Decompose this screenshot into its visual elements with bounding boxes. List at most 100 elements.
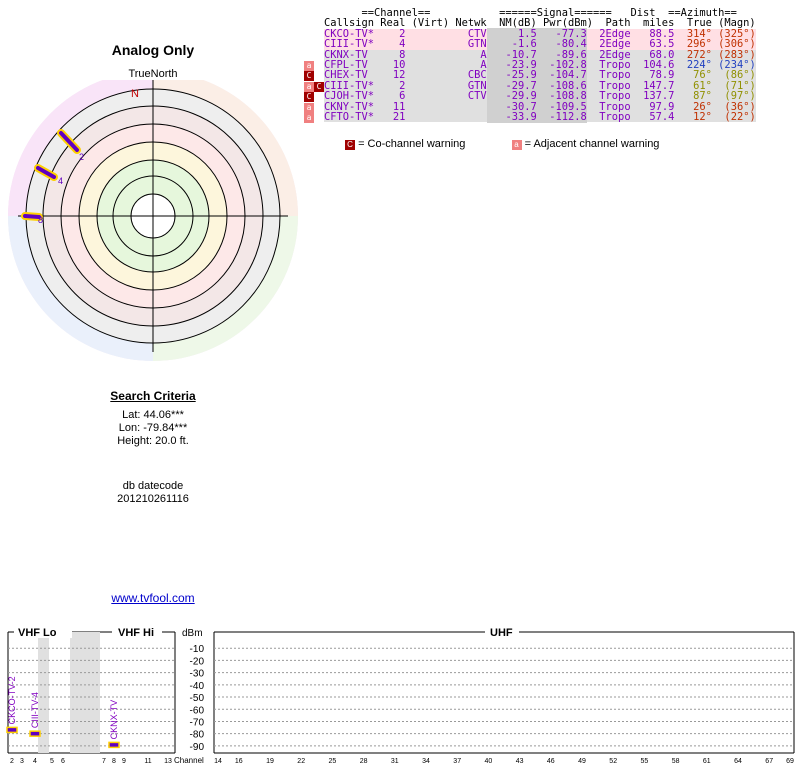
cell-callsign: CJOH-TV* — [324, 90, 381, 103]
cell-magnetic-azimuth: (86°) — [711, 69, 756, 82]
signal-bar[interactable] — [29, 730, 41, 737]
criteria-lat: Lat: 44.06*** — [122, 409, 184, 421]
cell-path: Tropo — [586, 100, 631, 113]
adjacent-channel-warning-icon: a — [304, 102, 314, 113]
cell-magnetic-azimuth: (283°) — [711, 48, 756, 61]
cell-magnetic-azimuth: (325°) — [711, 27, 756, 40]
co-channel-icon: C — [345, 140, 355, 150]
cell-pwr: -77.3 — [536, 27, 587, 40]
x-tick-label: 37 — [453, 758, 461, 765]
x-tick-label: 3 — [20, 758, 24, 765]
table-row[interactable]: CKNX-TV 8 A -10.7 -89.6 2Edge 68.0 272° … — [324, 48, 756, 61]
tvfool-link[interactable]: www.tvfool.com — [111, 591, 195, 605]
cell-nm: 1.5 — [486, 27, 537, 40]
cell-true-azimuth: 272° — [674, 48, 712, 61]
y-tick-label: -10 — [190, 644, 205, 655]
cell-callsign: CIII-TV* — [324, 79, 381, 92]
signal-bar-label: CKCO-TV-2 — [7, 676, 17, 724]
cell-pwr: -112.8 — [536, 110, 587, 123]
x-tick-label: 16 — [235, 758, 243, 765]
signal-bar[interactable] — [6, 726, 18, 734]
y-tick-label: -70 — [190, 717, 205, 728]
cell-real: 21 — [380, 110, 406, 123]
cell-magnetic-azimuth: (97°) — [711, 90, 756, 103]
cell-magnetic-azimuth: (36°) — [711, 100, 756, 113]
cell-virt — [405, 111, 449, 123]
north-label: N — [131, 88, 139, 100]
cell-real: 4 — [380, 38, 406, 51]
table-row[interactable]: a CFPL-TV 10 A -23.9 -102.8 Tropo 104.6 2… — [304, 58, 756, 71]
station-marker-8[interactable] — [23, 214, 41, 219]
x-tick-label: 6 — [61, 758, 65, 765]
cell-real: 10 — [380, 58, 406, 71]
criteria-lon: Lon: -79.84*** — [118, 422, 188, 434]
cell-pwr: -80.4 — [536, 38, 587, 51]
table-header-line1: ==Channel== ======Signal====== Dist ==Az… — [324, 7, 737, 19]
adjacent-channel-text: = Adjacent channel warning — [524, 138, 660, 150]
table-row[interactable]: a CKNY-TV* 11 -30.7 -109.5 Tropo 97.9 26°… — [304, 100, 756, 113]
warning-icons: C — [304, 70, 314, 82]
cell-path: Tropo — [586, 58, 631, 71]
cell-dist: 147.7 — [630, 79, 675, 92]
gridlines — [8, 647, 794, 747]
marker-label: 2 — [79, 152, 84, 162]
cell-netwk: A — [449, 48, 487, 61]
y-tick-label: -20 — [190, 656, 205, 667]
true-north-label: TrueNorth — [128, 68, 178, 80]
cell-callsign: CKNY-TV* — [324, 100, 381, 113]
cell-true-azimuth: 26° — [674, 100, 712, 113]
cell-netwk: GTN — [449, 38, 487, 51]
page-title: Analog Only — [111, 42, 195, 58]
cell-callsign: CIII-TV* — [324, 38, 381, 51]
cell-nm: -10.7 — [486, 48, 537, 61]
co-channel-warning-icon: C — [304, 71, 314, 82]
cell-dist: 68.0 — [630, 48, 675, 61]
table-row[interactable]: C CJOH-TV* 6 CTV -29.9 -108.8 Tropo 137.7… — [304, 90, 756, 103]
cell-real: 2 — [380, 79, 406, 92]
station-marker-2[interactable] — [59, 131, 79, 152]
cell-nm: -1.6 — [486, 38, 537, 51]
table-row[interactable]: a C CIII-TV* 2 GTN -29.7 -108.6 Tropo 147.… — [304, 79, 756, 92]
signal-bar[interactable] — [108, 741, 120, 749]
table-row[interactable]: a CFTO-TV* 21 -33.9 -112.8 Tropo 57.4 12°… — [304, 110, 756, 123]
cell-real: 12 — [380, 69, 406, 82]
cell-real: 6 — [380, 90, 406, 103]
uhf-label: UHF — [490, 627, 513, 639]
cell-nm: -30.7 — [486, 100, 537, 113]
cell-dist: 63.5 — [630, 38, 675, 51]
cell-netwk: CBC — [449, 69, 487, 82]
cell-path: Tropo — [586, 110, 631, 123]
cell-path: 2Edge — [586, 27, 631, 40]
cell-dist: 137.7 — [630, 90, 675, 103]
table-row[interactable]: CIII-TV* 4 GTN -1.6 -80.4 2Edge 63.5 296… — [324, 38, 756, 51]
cell-pwr: -102.8 — [536, 58, 587, 71]
cell-dist: 57.4 — [630, 110, 675, 123]
marker-label: 8 — [38, 215, 43, 225]
station-marker-4[interactable] — [36, 166, 56, 179]
y-tick-label: -40 — [190, 681, 205, 692]
co-channel-warning-icon: C — [304, 92, 314, 103]
cell-true-azimuth: 224° — [674, 58, 712, 71]
table-row[interactable]: C CHEX-TV 12 CBC -25.9 -104.7 Tropo 78.9 … — [304, 69, 756, 82]
radar-rings — [8, 80, 298, 361]
x-tick-label: 61 — [703, 758, 711, 765]
criteria-height: Height: 20.0 ft. — [117, 435, 189, 447]
station-markers: 2 4 8 — [21, 129, 84, 225]
x-tick-label: 40 — [485, 758, 493, 765]
cell-dist: 104.6 — [630, 58, 675, 71]
cell-magnetic-azimuth: (234°) — [711, 58, 756, 71]
x-tick-label: 69 — [786, 758, 794, 765]
x-tick-label: 31 — [391, 758, 399, 765]
x-tick-label: 19 — [266, 758, 274, 765]
x-tick-label: 43 — [516, 758, 524, 765]
x-tick-label: 5 — [50, 758, 54, 765]
cell-magnetic-azimuth: (306°) — [711, 38, 756, 51]
warning-icons: a — [304, 102, 314, 113]
x-tick-label: 58 — [672, 758, 680, 765]
cell-magnetic-azimuth: (22°) — [711, 110, 756, 123]
y-tick-label: -80 — [190, 730, 205, 741]
cell-callsign: CKNX-TV — [324, 48, 381, 61]
table-rows: CKCO-TV* 2 CTV 1.5 -77.3 2Edge 88.5 314°… — [304, 27, 756, 123]
table-row[interactable]: CKCO-TV* 2 CTV 1.5 -77.3 2Edge 88.5 314°… — [324, 27, 756, 40]
